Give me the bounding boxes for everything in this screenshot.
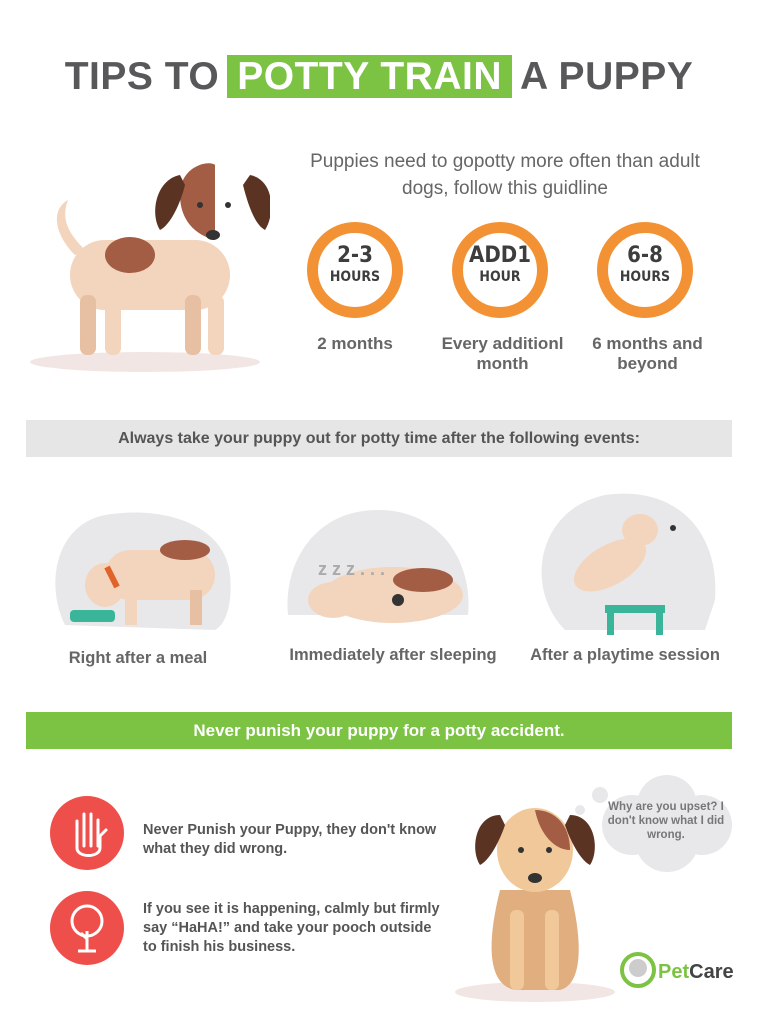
page-title: TIPS TO POTTY TRAIN A PUPPY — [64, 55, 694, 98]
title-highlight: POTTY TRAIN — [227, 55, 512, 98]
svg-text:PetCare: PetCare — [658, 961, 734, 983]
event-caption-3: After a playtime session — [530, 646, 720, 664]
schedule-label-2: Every additionl month — [441, 334, 564, 373]
tip-text-1: Never Punish your Puppy, they don't know… — [143, 822, 437, 857]
dog-eating-icon — [55, 512, 231, 630]
schedule-ring-2: ADD1 HOUR — [452, 222, 548, 318]
schedule-ring-1: 2-3 HOURS — [307, 222, 403, 318]
schedule-label-3: 6 months and beyond — [592, 334, 703, 373]
dog-jumping-icon — [541, 493, 716, 635]
bubble-text: Why are you upset? I don't know what I d… — [607, 801, 725, 841]
event-caption-2: Immediately after sleeping — [289, 646, 497, 664]
petcare-logo: PetCare — [620, 950, 740, 990]
standing-dog-illustration — [30, 158, 270, 372]
punish-banner: Never punish your puppy for a potty acci… — [26, 712, 732, 749]
event-caption-1: Right after a meal — [68, 649, 208, 667]
svg-text:z z z . . .: z z z . . . — [318, 559, 385, 579]
stop-hand-icon — [50, 796, 124, 870]
sitting-dog-illustration — [455, 787, 615, 1002]
subtitle: Puppies need to gopotty more often than … — [310, 151, 700, 199]
events-banner: Always take your puppy out for potty tim… — [26, 420, 732, 457]
dog-sleeping-icon: z z z . . . — [287, 510, 469, 623]
schedule-label-1: 2 months — [317, 334, 393, 353]
schedule-ring-3: 6-8 HOURS — [597, 222, 693, 318]
tip-text-2: If you see it is happening, calmly but f… — [143, 901, 440, 955]
tree-icon — [50, 891, 124, 965]
thought-bubble — [602, 775, 732, 872]
